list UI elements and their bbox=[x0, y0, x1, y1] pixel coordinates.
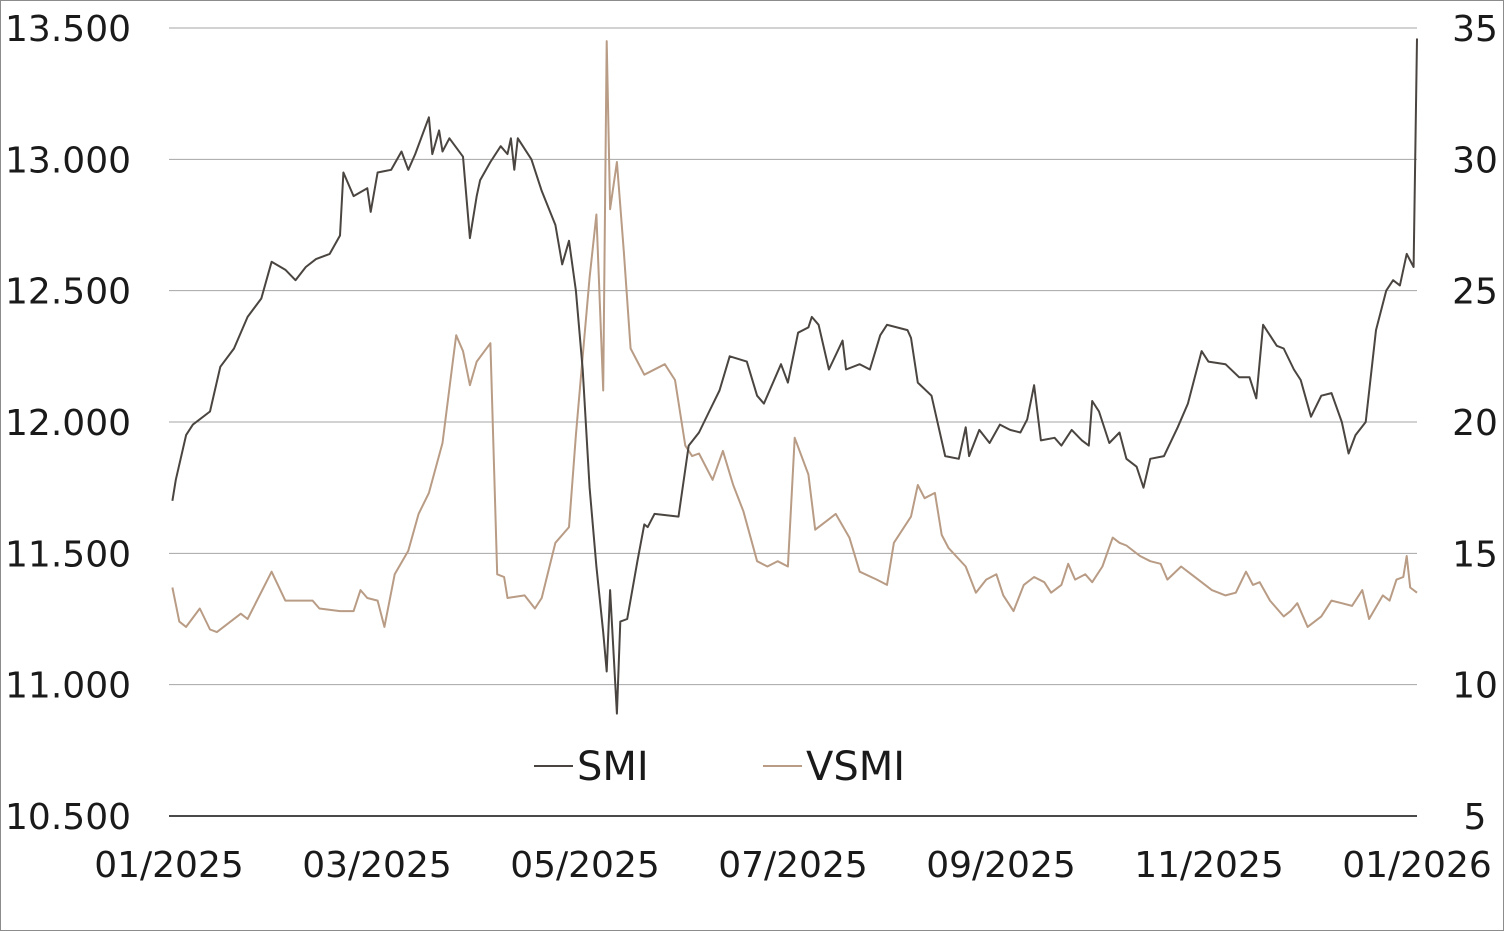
x-axis-tick-label: 01/2025 bbox=[94, 845, 244, 886]
right-axis-tick-label: 10 bbox=[1452, 666, 1498, 707]
x-axis-tick-labels: 01/2025 03/2025 05/2025 07/2025 09/2025 11/20… bbox=[94, 845, 1492, 886]
right-axis-tick-labels: 5 10 15 20 25 30 35 bbox=[1452, 9, 1498, 838]
left-axis-tick-label: 11.500 bbox=[5, 534, 131, 575]
left-axis-tick-label: 12.000 bbox=[5, 403, 131, 444]
legend-label-smi: SMI bbox=[577, 744, 649, 790]
right-axis-tick-label: 35 bbox=[1452, 9, 1498, 50]
series-line-smi bbox=[171, 38, 1418, 715]
series-line-vsmi bbox=[171, 40, 1418, 634]
left-axis-tick-label: 13.000 bbox=[5, 140, 131, 181]
left-axis-tick-labels: 10.500 11.000 11.500 12.000 12.500 13.000 13.5… bbox=[5, 9, 131, 838]
legend-item-vsmi: VSMI bbox=[763, 744, 905, 790]
legend-item-smi: SMI bbox=[534, 744, 649, 790]
right-axis-tick-label: 25 bbox=[1452, 272, 1498, 313]
legend: SMI VSMI bbox=[534, 744, 905, 790]
legend-label-vsmi: VSMI bbox=[806, 744, 905, 790]
x-axis-tick-label: 11/2025 bbox=[1134, 845, 1284, 886]
x-axis-tick-label: 09/2025 bbox=[926, 845, 1076, 886]
x-axis-tick-label: 07/2025 bbox=[718, 845, 868, 886]
right-axis-tick-label: 30 bbox=[1452, 140, 1498, 181]
series-lines bbox=[171, 38, 1418, 715]
left-axis-tick-label: 13.500 bbox=[5, 9, 131, 50]
left-axis-tick-label: 12.500 bbox=[5, 272, 131, 313]
x-axis-tick-label: 01/2026 bbox=[1342, 845, 1492, 886]
left-axis-tick-label: 10.500 bbox=[5, 797, 131, 838]
gridlines bbox=[169, 27, 1417, 686]
right-axis-tick-label: 5 bbox=[1464, 797, 1487, 838]
x-axis-tick-label: 03/2025 bbox=[302, 845, 452, 886]
left-axis-tick-label: 11.000 bbox=[5, 666, 131, 707]
x-axis-tick-label: 05/2025 bbox=[510, 845, 660, 886]
right-axis-tick-label: 20 bbox=[1452, 403, 1498, 444]
right-axis-tick-label: 15 bbox=[1452, 534, 1498, 575]
